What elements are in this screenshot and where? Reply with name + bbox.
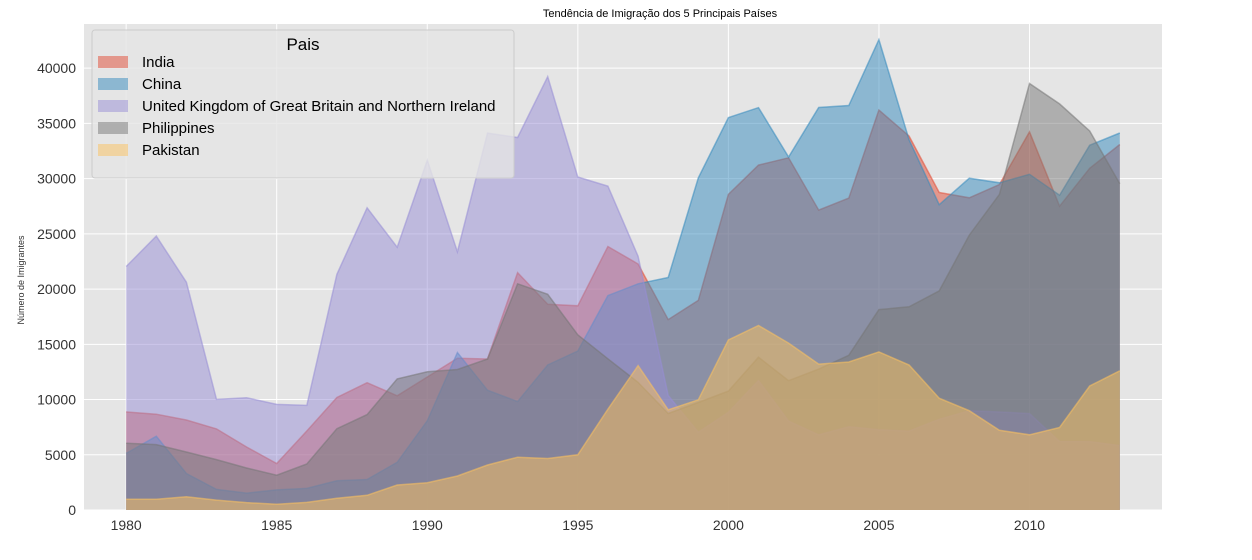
x-tick-label: 1980 [111,517,142,533]
line-series-3 [126,82,1121,476]
y-tick-label: 35000 [37,115,76,131]
legend-swatch [98,144,128,156]
area-series-4 [126,325,1120,510]
legend-label: Philippines [142,120,215,137]
x-tick-label: 1985 [261,517,292,533]
y-tick-label: 30000 [37,171,76,187]
legend-label: China [142,76,182,93]
legend-label: United Kingdom of Great Britain and Nort… [142,98,496,115]
legend-swatch [98,100,128,112]
chart-title: Tendência de Imigração dos 5 Principais … [543,8,778,20]
y-tick-label: 0 [68,502,76,518]
y-tick-label: 40000 [37,60,76,76]
area-series-2 [126,76,1120,510]
x-tick-label: 1995 [562,517,593,533]
y-tick-label: 5000 [45,447,76,463]
legend-swatch [98,78,128,90]
legend-swatch [98,122,128,134]
x-tick-label: 1990 [412,517,443,533]
y-tick-label: 15000 [37,336,76,352]
y-tick-label: 20000 [37,281,76,297]
x-axis: 1980 1985 1990 1995 2000 2005 2010 [111,517,1046,533]
y-axis-label: Número de Imigrantes [16,235,26,325]
x-tick-label: 2000 [713,517,744,533]
legend-label: India [142,54,175,71]
legend-title: Pais [286,35,319,54]
series-areas [125,37,1121,510]
legend-label: Pakistan [142,142,200,159]
legend-swatch [98,56,128,68]
x-tick-label: 2005 [863,517,894,533]
legend: Pais India China United Kingdom of Great B… [91,29,515,179]
y-axis: 0 5000 10000 15000 20000 25000 30000 35000 40000 [37,60,76,518]
line-series-4 [126,324,1121,506]
y-tick-label: 25000 [37,226,76,242]
y-tick-label: 10000 [37,392,76,408]
legend-box [91,29,515,179]
x-tick-label: 2010 [1014,517,1045,533]
